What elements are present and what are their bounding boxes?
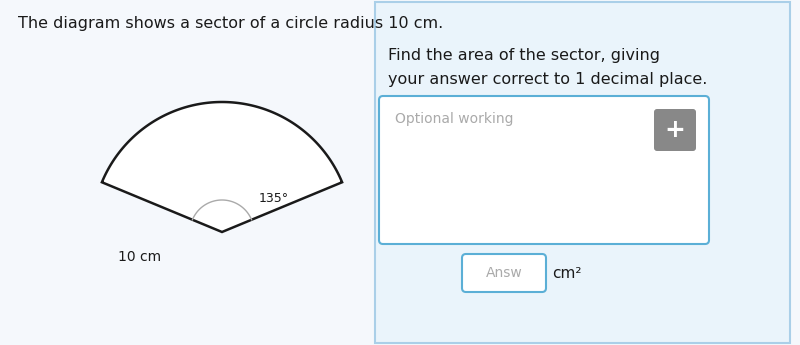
Text: 135°: 135° xyxy=(259,192,289,205)
Text: Optional working: Optional working xyxy=(395,112,514,126)
FancyBboxPatch shape xyxy=(654,109,696,151)
Text: 10 cm: 10 cm xyxy=(118,250,162,264)
Text: your answer correct to 1 decimal place.: your answer correct to 1 decimal place. xyxy=(388,72,707,87)
Text: +: + xyxy=(665,118,686,142)
FancyBboxPatch shape xyxy=(462,254,546,292)
FancyBboxPatch shape xyxy=(375,2,790,343)
Text: Find the area of the sector, giving: Find the area of the sector, giving xyxy=(388,48,660,63)
FancyBboxPatch shape xyxy=(379,96,709,244)
Text: Answ: Answ xyxy=(486,266,522,280)
Polygon shape xyxy=(102,102,342,232)
Text: cm²: cm² xyxy=(552,266,582,280)
Text: The diagram shows a sector of a circle radius 10 cm.: The diagram shows a sector of a circle r… xyxy=(18,16,443,31)
